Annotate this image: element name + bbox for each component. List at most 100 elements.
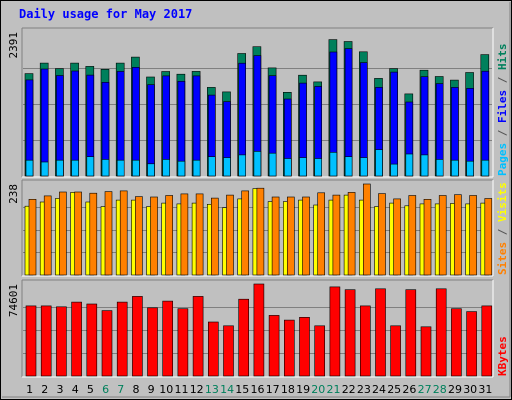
bar-files-day-8 (132, 67, 140, 177)
x-tick-label-day-13: 13 (205, 383, 219, 396)
x-tick-label-day-8: 8 (133, 383, 140, 396)
bar-pages-day-20 (314, 158, 323, 177)
bar-kbytes-day-21 (329, 286, 341, 377)
bar-sites-day-12 (195, 193, 204, 276)
bar-pages-day-5 (86, 156, 95, 177)
bar-kbytes-day-4 (71, 301, 82, 377)
bar-sites-day-16 (256, 187, 265, 276)
bar-pages-day-18 (283, 158, 292, 177)
x-tick-label-day-28: 28 (433, 383, 447, 396)
panel-3-ymax-label: 74601 (7, 284, 20, 317)
bar-kbytes-day-24 (375, 288, 386, 377)
bar-sites-day-24 (378, 193, 386, 276)
bar-kbytes-day-1 (25, 305, 37, 377)
bar-pages-day-25 (390, 163, 398, 177)
bar-kbytes-day-10 (162, 300, 173, 377)
bar-sites-day-9 (150, 196, 158, 276)
bar-kbytes-day-29 (451, 308, 462, 377)
panel-1-legend-part-5: Hits (496, 44, 509, 71)
x-tick-label-day-27: 27 (418, 383, 432, 396)
bar-pages-day-2 (40, 161, 49, 177)
bar-sites-day-3 (59, 191, 67, 276)
bar-files-day-25 (390, 71, 398, 177)
bar-pages-day-9 (147, 163, 155, 177)
bar-sites-day-13 (211, 197, 219, 276)
bar-pages-day-11 (177, 160, 186, 177)
bar-kbytes-day-14 (223, 325, 234, 377)
bar-pages-day-7 (116, 159, 125, 177)
bar-kbytes-day-8 (132, 296, 143, 377)
bar-sites-day-20 (317, 192, 326, 276)
bar-sites-day-23 (362, 183, 371, 276)
x-axis-labels: 1 2 3 4 5 6 7 8 9 10 11 12 13 14 15 16 17 18 19 20 21 22 23 24 2… (26, 383, 492, 396)
x-tick-label-day-12: 12 (190, 383, 204, 396)
panel-1-ymax-label: 2391 (7, 32, 20, 59)
x-tick-label-day-30: 30 (463, 383, 477, 396)
bar-pages-day-27 (420, 154, 429, 177)
panel-3-legend-part-1: KBytes (496, 336, 509, 376)
x-tick-label-day-18: 18 (281, 383, 295, 396)
x-tick-label-day-15: 15 (235, 383, 249, 396)
bar-kbytes-day-2 (40, 305, 52, 377)
bar-pages-day-6 (101, 159, 110, 177)
bar-pages-day-21 (329, 152, 338, 177)
panel-1-legend-part-4: / (496, 70, 509, 90)
bar-kbytes-day-27 (420, 326, 432, 377)
bar-sites-day-1 (28, 199, 37, 276)
bar-pages-day-26 (405, 153, 414, 177)
bar-sites-day-7 (119, 190, 128, 276)
x-tick-label-day-31: 31 (478, 383, 492, 396)
bar-sites-day-6 (104, 191, 113, 276)
bar-pages-day-23 (359, 157, 368, 177)
chart-title: Daily usage for May 2017 (19, 7, 192, 21)
bar-pages-day-22 (344, 156, 353, 177)
x-tick-label-day-19: 19 (296, 383, 310, 396)
x-tick-label-day-7: 7 (117, 383, 124, 396)
bar-pages-day-1 (25, 159, 34, 177)
x-tick-label-day-4: 4 (72, 383, 79, 396)
x-tick-label-day-26: 26 (402, 383, 416, 396)
x-tick-label-day-11: 11 (175, 383, 189, 396)
bar-sites-day-28 (438, 195, 447, 276)
legend-labels: Pages / Files / Hits Sites / Visits KBytes (496, 44, 509, 377)
bar-pages-day-15 (238, 154, 246, 177)
bar-sites-day-21 (332, 194, 341, 276)
bar-sites-day-10 (165, 195, 173, 276)
bar-files-day-2 (40, 68, 49, 177)
bar-sites-day-17 (271, 196, 280, 276)
bar-pages-day-31 (481, 159, 490, 177)
bar-sites-day-26 (408, 195, 417, 276)
bar-sites-day-11 (180, 193, 189, 276)
bar-pages-day-17 (268, 152, 277, 177)
bar-kbytes-day-23 (359, 305, 371, 377)
bar-sites-day-8 (135, 196, 143, 276)
bar-pages-day-13 (208, 156, 216, 177)
bar-pages-day-28 (435, 159, 444, 177)
bar-kbytes-day-9 (147, 307, 158, 377)
bar-kbytes-day-31 (481, 305, 493, 377)
x-tick-label-day-5: 5 (87, 383, 94, 396)
panel-2-legend-part-2: / (496, 222, 509, 242)
bar-sites-day-18 (286, 196, 295, 276)
bar-pages-day-10 (162, 159, 170, 177)
x-tick-label-day-23: 23 (357, 383, 371, 396)
bar-pages-day-29 (451, 159, 459, 177)
bar-sites-day-22 (347, 192, 356, 276)
bar-kbytes-day-5 (86, 303, 98, 377)
x-tick-label-day-25: 25 (387, 383, 401, 396)
bar-pages-day-4 (71, 159, 79, 177)
bar-pages-day-3 (56, 159, 64, 177)
bar-kbytes-day-12 (192, 296, 204, 377)
bar-pages-day-30 (466, 160, 474, 177)
bar-sites-day-4 (74, 191, 82, 276)
x-tick-label-day-3: 3 (57, 383, 64, 396)
bar-kbytes-day-11 (177, 308, 189, 377)
panel-1-legend-part-1: Pages (496, 143, 509, 176)
bar-sites-day-31 (484, 198, 493, 276)
bar-sites-day-2 (43, 195, 52, 276)
bar-kbytes-day-26 (405, 289, 417, 377)
bar-kbytes-day-7 (116, 301, 128, 377)
bar-files-day-9 (147, 84, 155, 177)
x-tick-label-day-2: 2 (41, 383, 48, 396)
